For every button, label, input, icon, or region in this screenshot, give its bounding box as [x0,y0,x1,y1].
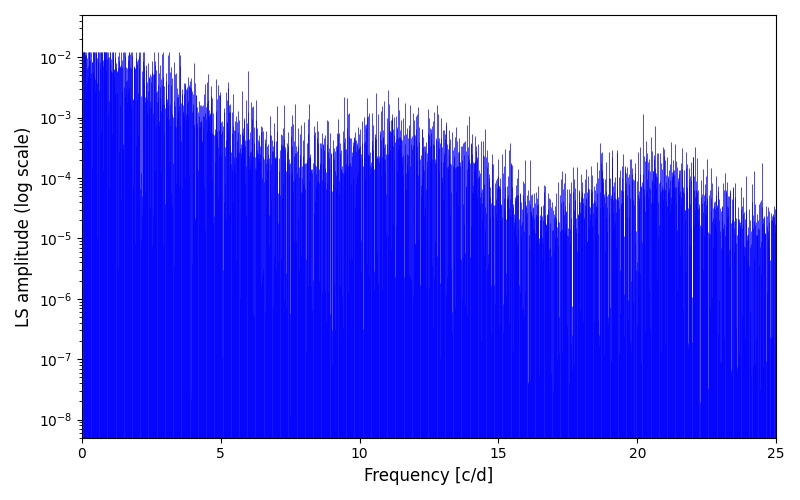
Y-axis label: LS amplitude (log scale): LS amplitude (log scale) [15,126,33,326]
X-axis label: Frequency [c/d]: Frequency [c/d] [364,467,494,485]
